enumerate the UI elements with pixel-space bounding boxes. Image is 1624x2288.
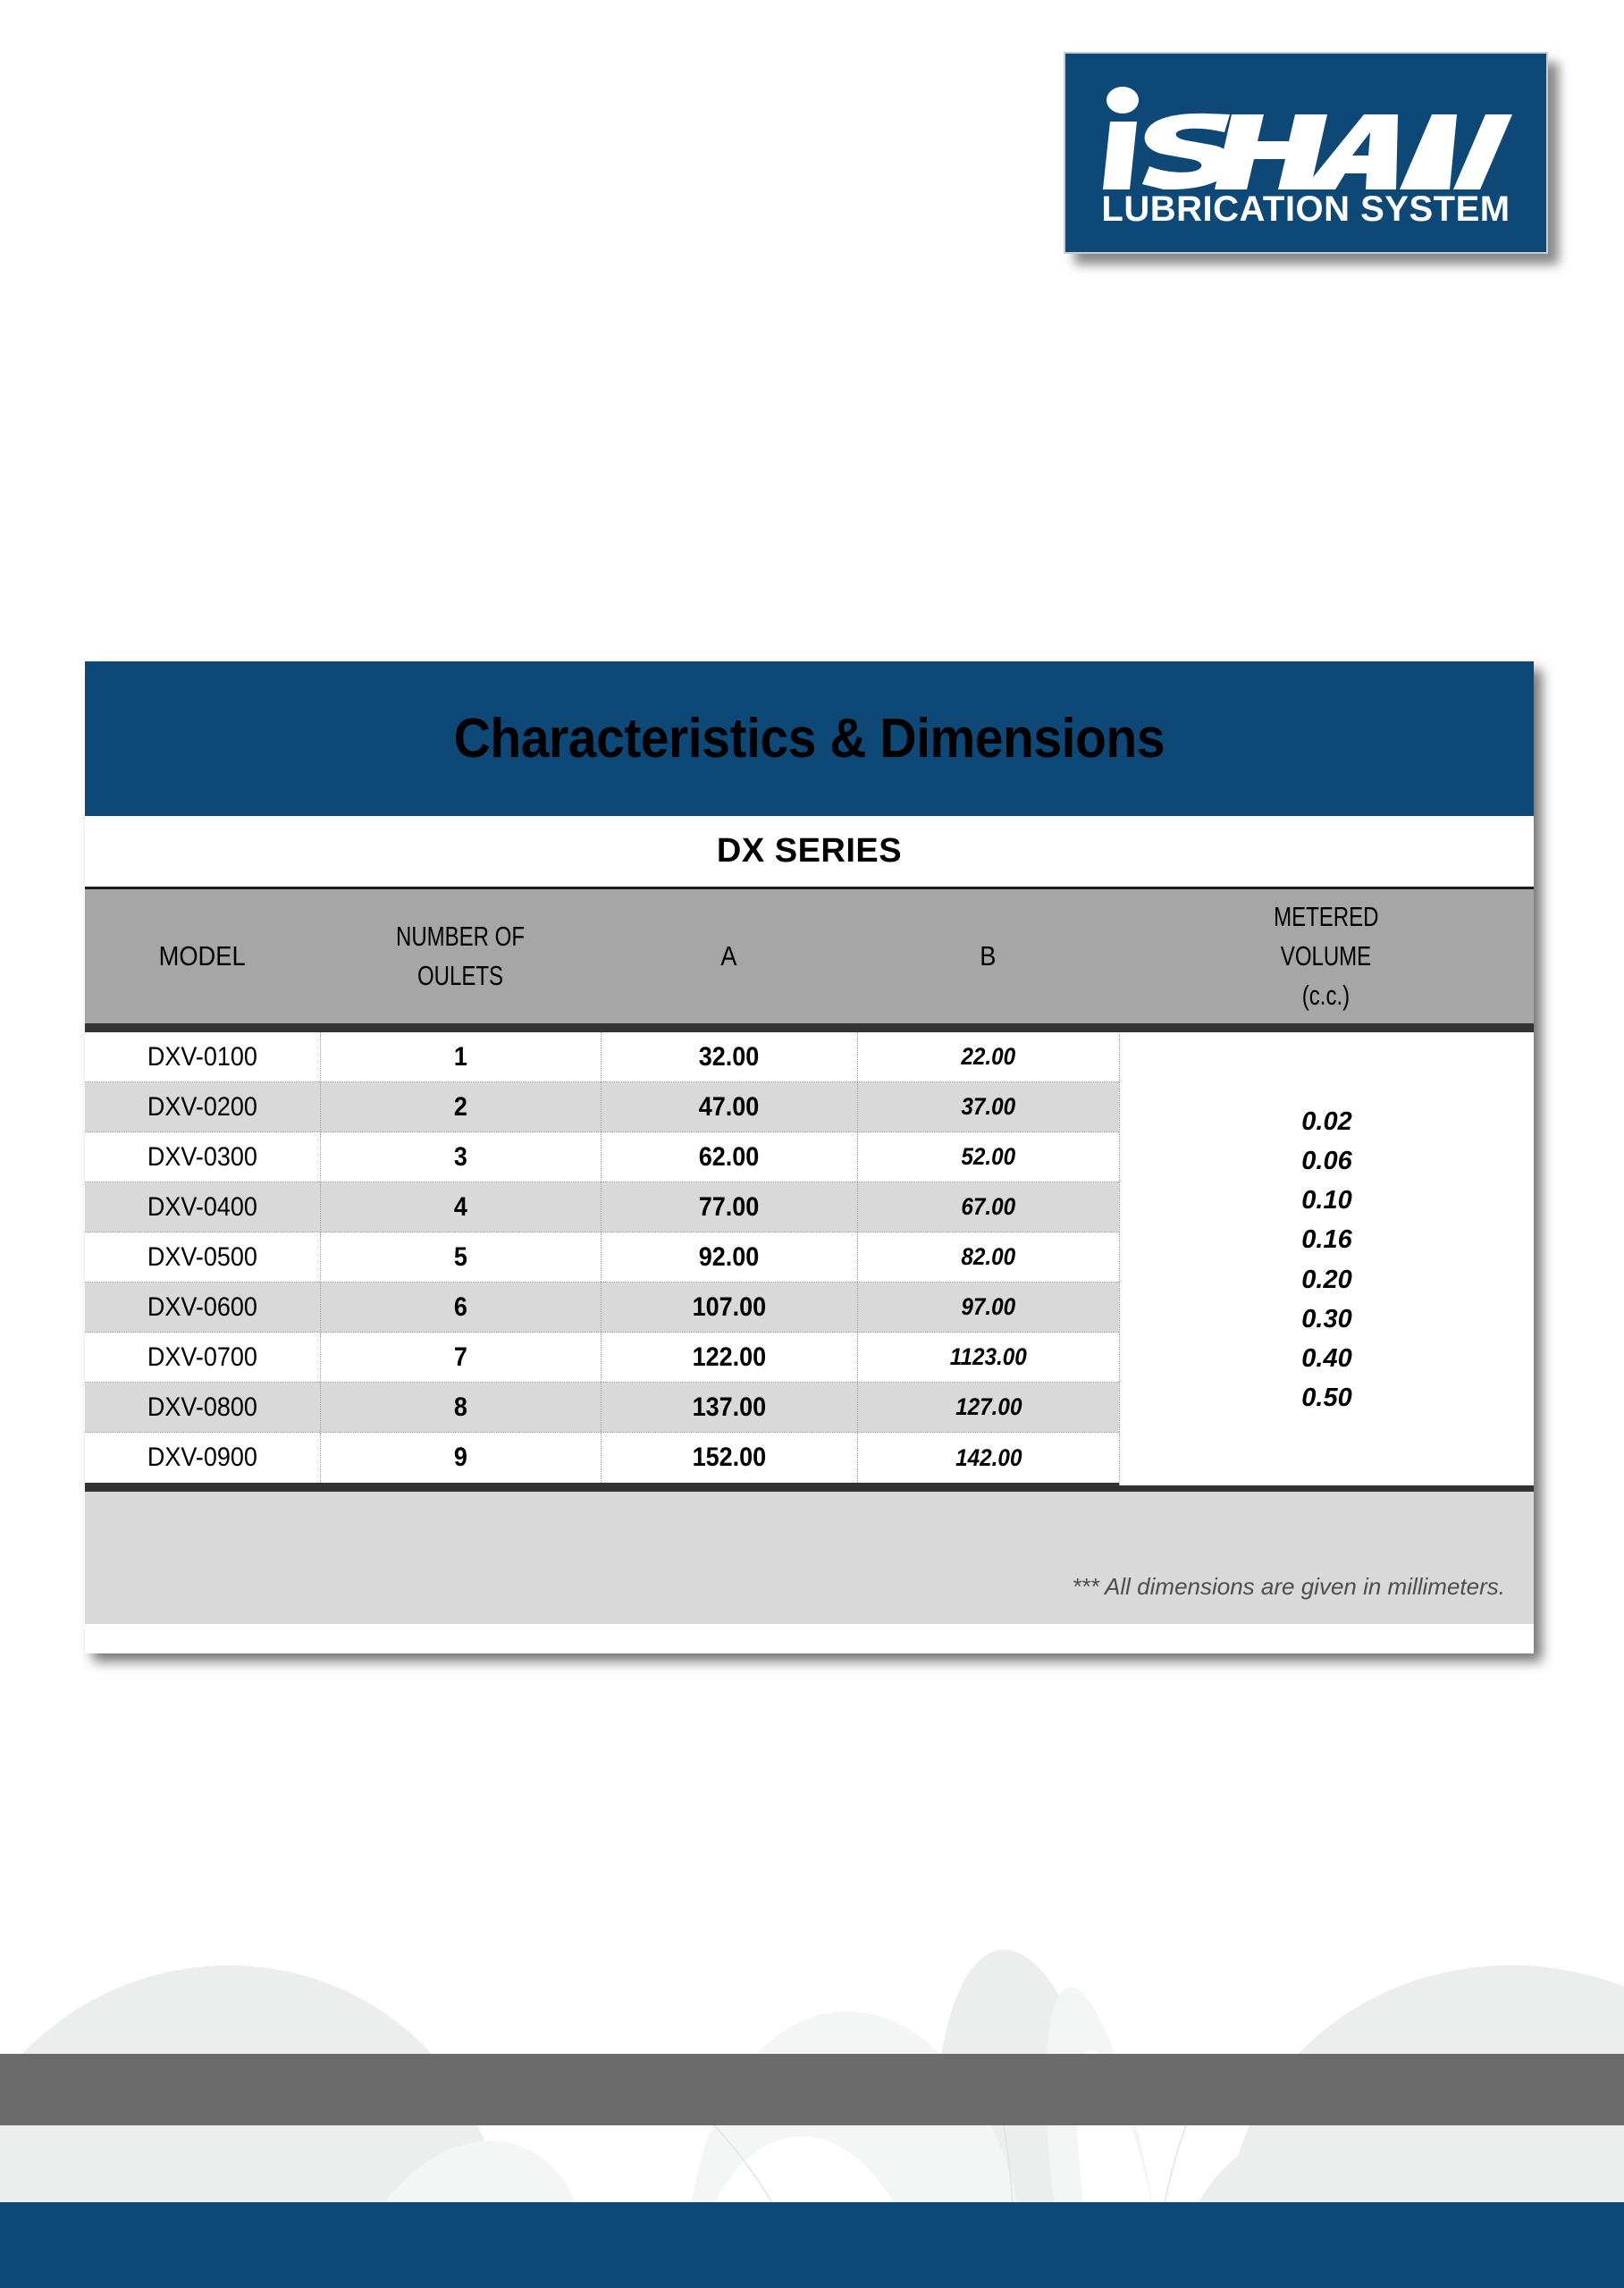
table-row: DXV-0800 8 137.00 127.00 — [85, 1383, 1534, 1433]
cell-outlets: 6 — [320, 1283, 601, 1332]
cell-model: DXV-0800 — [85, 1383, 320, 1432]
cell-b: 97.00 — [857, 1283, 1119, 1332]
mv-value: 0.10 — [1301, 1186, 1352, 1216]
table-row: DXV-0400 4 77.00 67.00 — [85, 1182, 1534, 1232]
cell-outlets: 9 — [320, 1433, 601, 1483]
cell-a: 47.00 — [601, 1082, 857, 1131]
table-footer-band: *** All dimensions are given in millimet… — [85, 1492, 1534, 1624]
table-footer-divider — [85, 1483, 1534, 1492]
header-outlets-line1: NUMBER OF — [395, 920, 526, 952]
cell-b: 82.00 — [857, 1232, 1119, 1282]
header-outlets: NUMBER OF OULETS — [320, 889, 601, 1023]
mv-value: 0.16 — [1301, 1225, 1352, 1255]
cell-model: DXV-0300 — [147, 1141, 258, 1172]
card-inner: Characteristics & Dimensions DX SERIES M… — [85, 661, 1534, 1653]
mv-value: 0.50 — [1301, 1383, 1352, 1412]
header-model-label: MODEL — [158, 939, 247, 972]
series-band: DX SERIES — [85, 816, 1534, 889]
cell-b: 127.00 — [857, 1383, 1119, 1432]
table-row: DXV-0300 3 62.00 52.00 — [85, 1132, 1534, 1182]
mv-value: 0.02 — [1301, 1107, 1352, 1137]
header-mv-line1: METERED — [1274, 900, 1379, 932]
series-title: DX SERIES — [716, 832, 903, 870]
cell-b: 67.00 — [857, 1182, 1119, 1232]
card-title-band: Characteristics & Dimensions — [85, 661, 1534, 816]
spec-table-card: Characteristics & Dimensions DX SERIES M… — [85, 661, 1542, 1661]
header-a: A — [601, 889, 857, 1023]
footer-blue-bar — [0, 2202, 1624, 2288]
header-mv-line3: (c.c.) — [1302, 980, 1351, 1011]
cell-model: DXV-0100 — [147, 1041, 258, 1072]
header-metered-volume: METERED VOLUME (c.c.) — [1119, 889, 1534, 1023]
cell-a: 77.00 — [601, 1182, 857, 1232]
table-row: DXV-0100 1 32.00 22.00 — [85, 1032, 1534, 1082]
cell-b: 142.00 — [857, 1433, 1119, 1483]
ishan-wordmark-icon — [1103, 87, 1512, 189]
footnote: *** All dimensions are given in millimet… — [1072, 1573, 1505, 1600]
table-row: DXV-0900 9 152.00 142.00 — [85, 1433, 1534, 1483]
cell-a: 152.00 — [601, 1433, 857, 1483]
cell-b: 37.00 — [857, 1082, 1119, 1131]
mv-value: 0.40 — [1301, 1343, 1352, 1373]
table-row: DXV-0500 5 92.00 82.00 — [85, 1232, 1534, 1283]
cell-a: 92.00 — [601, 1232, 857, 1282]
cell-outlets: 4 — [320, 1182, 601, 1232]
table-header-row: MODEL NUMBER OF OULETS A B METERED — [85, 889, 1534, 1032]
cell-model: DXV-0600 — [85, 1283, 320, 1332]
header-model: MODEL — [85, 889, 320, 1023]
cell-a: 32.00 — [601, 1032, 857, 1081]
header-b: B — [857, 889, 1119, 1023]
cell-outlets: 1 — [320, 1032, 601, 1081]
cell-outlets: 5 — [320, 1232, 601, 1282]
footer-gray-bar — [0, 2054, 1624, 2125]
header-a-label: A — [720, 939, 737, 972]
cell-a: 107.00 — [601, 1283, 857, 1332]
metered-volume-cell: 0.02 0.06 0.10 0.16 0.20 0.30 0.40 0.50 — [1119, 1034, 1534, 1485]
cell-model: DXV-0700 — [147, 1342, 258, 1372]
cell-outlets: 3 — [320, 1132, 601, 1182]
cell-model: DXV-0200 — [85, 1082, 320, 1131]
table-row: DXV-0200 2 47.00 37.00 — [85, 1082, 1534, 1132]
cell-b: 52.00 — [857, 1132, 1119, 1182]
table-row: DXV-0700 7 122.00 1123.00 — [85, 1333, 1534, 1383]
logo-tagline: LUBRICATION SYSTEM — [1101, 189, 1510, 229]
card-title: Characteristics & Dimensions — [453, 708, 1165, 770]
cell-outlets: 2 — [320, 1082, 601, 1131]
mv-value: 0.30 — [1301, 1304, 1352, 1333]
cell-b: 1123.00 — [857, 1333, 1119, 1382]
table-row: DXV-0600 6 107.00 97.00 — [85, 1283, 1534, 1333]
cell-model: DXV-0400 — [85, 1182, 320, 1232]
cell-outlets: 8 — [320, 1383, 601, 1432]
cell-outlets: 7 — [320, 1333, 601, 1382]
header-mv-label: METERED VOLUME (c.c.) — [1266, 897, 1385, 1015]
header-outlets-label: NUMBER OF OULETS — [387, 917, 534, 996]
mv-value: 0.06 — [1301, 1147, 1352, 1176]
cell-model: DXV-0900 — [147, 1443, 258, 1472]
logo-box: LUBRICATION SYSTEM — [1064, 52, 1548, 254]
cell-a: 122.00 — [601, 1333, 857, 1382]
mv-value: 0.20 — [1301, 1265, 1352, 1294]
header-outlets-line2: OULETS — [417, 960, 504, 991]
header-mv-line2: VOLUME — [1281, 939, 1372, 972]
cell-a: 137.00 — [601, 1383, 857, 1432]
cell-model: DXV-0500 — [147, 1241, 258, 1272]
header-b-label: B — [980, 939, 997, 972]
cell-b: 22.00 — [857, 1032, 1119, 1081]
cell-a: 62.00 — [601, 1132, 857, 1182]
company-logo: LUBRICATION SYSTEM — [1064, 52, 1559, 265]
